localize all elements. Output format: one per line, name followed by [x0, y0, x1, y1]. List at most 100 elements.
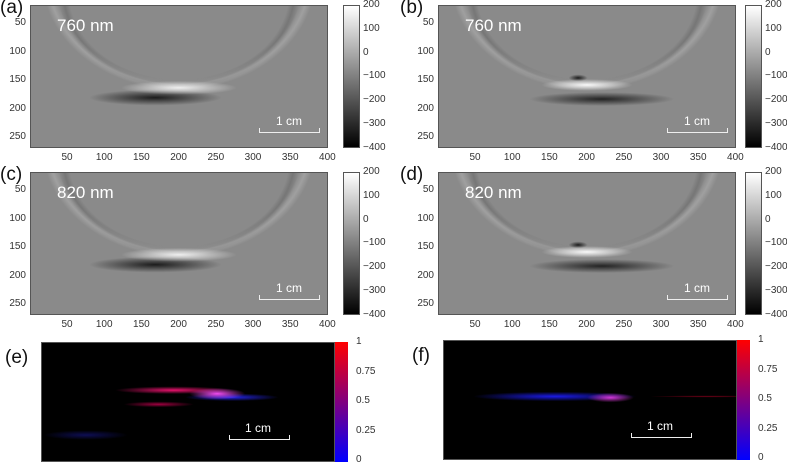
- y-tick-label: 200: [417, 102, 434, 114]
- y-tick-label: 200: [9, 269, 26, 281]
- y-tick-label: 150: [417, 74, 434, 86]
- colorbar-tick-label: −400: [765, 141, 787, 153]
- y-tick-label: 100: [417, 45, 434, 57]
- colorbar-tick-label: −200: [363, 94, 386, 106]
- x-tick-label: 150: [133, 319, 150, 330]
- y-tick-label: 50: [422, 184, 434, 195]
- colorbar-tick-label: 200: [363, 0, 380, 10]
- grayscale-colorbar: [343, 5, 360, 148]
- colorbar-tick-label: 0.5: [758, 393, 772, 404]
- x-tick-label: 350: [281, 319, 299, 330]
- x-tick-label: 400: [319, 319, 336, 330]
- colorbar-tick-label: 0: [765, 213, 771, 225]
- colorbar-tick-label: 1: [356, 336, 362, 347]
- colorbar-tick-label: −100: [765, 237, 787, 249]
- scale-bar-label: 1 cm: [684, 281, 711, 295]
- colorbar-tick-label: 100: [363, 22, 380, 34]
- oxygen-saturation-map: [443, 340, 737, 460]
- x-tick-label: 100: [503, 152, 521, 163]
- y-tick-label: 150: [417, 241, 434, 253]
- grayscale-colorbar: [745, 5, 762, 148]
- colorbar-tick-label: 0.25: [758, 422, 778, 434]
- colorbar-tick-label: 1: [758, 334, 764, 345]
- colorbar-tick-label: 200: [765, 166, 782, 177]
- ultrasound-image: [30, 5, 328, 148]
- y-tick-label: 100: [9, 45, 26, 57]
- y-tick-label: 100: [417, 212, 434, 224]
- ultrasound-image: [30, 172, 328, 315]
- y-tick-label: 100: [9, 212, 26, 224]
- scale-bar-label: 1 cm: [245, 421, 272, 435]
- ultrasound-image: [438, 172, 736, 315]
- x-tick-label: 100: [95, 319, 113, 330]
- grayscale-colorbar: [343, 172, 360, 315]
- colorbar-tick-label: 0.25: [356, 424, 376, 436]
- y-tick-label: 50: [422, 17, 434, 28]
- x-tick-label: 200: [170, 319, 187, 330]
- y-tick-label: 50: [14, 184, 26, 195]
- x-tick-label: 200: [578, 319, 595, 330]
- x-tick-label: 300: [244, 152, 262, 163]
- colorbar-tick-label: 0: [758, 452, 764, 463]
- x-tick-label: 200: [170, 152, 187, 163]
- y-tick-label: 250: [417, 298, 434, 310]
- x-tick-label: 50: [61, 319, 73, 330]
- x-tick-label: 200: [578, 152, 595, 163]
- x-tick-label: 250: [207, 319, 225, 330]
- y-tick-label: 250: [9, 131, 26, 143]
- colorbar-tick-label: 0: [363, 213, 369, 225]
- x-tick-label: 300: [244, 319, 262, 330]
- panel-label: (c): [0, 164, 23, 185]
- colorbar-tick-label: 0: [363, 46, 369, 58]
- panel-label: (a): [0, 0, 24, 18]
- scale-bar-label: 1 cm: [276, 281, 303, 295]
- y-tick-label: 250: [9, 298, 26, 310]
- x-tick-label: 150: [541, 152, 558, 163]
- colorbar-tick-label: 0.5: [356, 395, 370, 406]
- colorbar-tick-label: −300: [363, 285, 386, 296]
- scale-bar: [259, 295, 320, 300]
- colorbar-tick-label: −200: [765, 94, 787, 106]
- scale-bar: [667, 128, 728, 133]
- colorbar-tick-label: −200: [765, 261, 787, 273]
- y-tick-label: 250: [417, 131, 434, 143]
- wavelength-label: 760 nm: [465, 16, 522, 35]
- x-tick-label: 400: [319, 152, 336, 163]
- wavelength-label: 760 nm: [57, 16, 114, 35]
- panel-label: (b): [400, 0, 424, 18]
- scale-bar-label: 1 cm: [276, 114, 303, 128]
- colorbar-tick-label: 100: [765, 189, 782, 201]
- ultrasound-image: [438, 5, 736, 148]
- x-tick-label: 300: [652, 319, 670, 330]
- y-tick-label: 50: [14, 17, 26, 28]
- x-tick-label: 300: [652, 152, 670, 163]
- x-tick-label: 350: [689, 319, 707, 330]
- colorbar-tick-label: 0.75: [356, 365, 376, 377]
- panel-label: (e): [5, 347, 29, 368]
- x-tick-label: 100: [95, 152, 113, 163]
- scale-bar: [667, 295, 728, 300]
- y-tick-label: 150: [9, 74, 26, 86]
- x-tick-label: 150: [133, 152, 150, 163]
- x-tick-label: 50: [61, 152, 73, 163]
- colorbar-tick-label: 100: [363, 189, 380, 201]
- x-tick-label: 250: [615, 152, 633, 163]
- colorbar-tick-label: −400: [765, 308, 787, 320]
- x-tick-label: 400: [727, 319, 744, 330]
- colorbar-tick-label: 200: [363, 166, 380, 177]
- y-tick-label: 200: [9, 102, 26, 114]
- x-tick-label: 400: [727, 152, 744, 163]
- colorbar-tick-label: −400: [363, 141, 386, 153]
- colorbar-tick-label: 0.75: [758, 363, 778, 375]
- colorbar-tick-label: −300: [765, 285, 787, 296]
- scale-bar: [631, 433, 692, 438]
- colorbar-tick-label: −300: [363, 118, 386, 129]
- x-tick-label: 250: [615, 319, 633, 330]
- colorbar-tick-label: −100: [765, 70, 787, 82]
- color-colorbar: [737, 340, 750, 460]
- color-colorbar: [335, 342, 348, 462]
- panel-label: (f): [412, 345, 430, 366]
- x-tick-label: 250: [207, 152, 225, 163]
- wavelength-label: 820 nm: [57, 183, 114, 202]
- y-tick-label: 150: [9, 241, 26, 253]
